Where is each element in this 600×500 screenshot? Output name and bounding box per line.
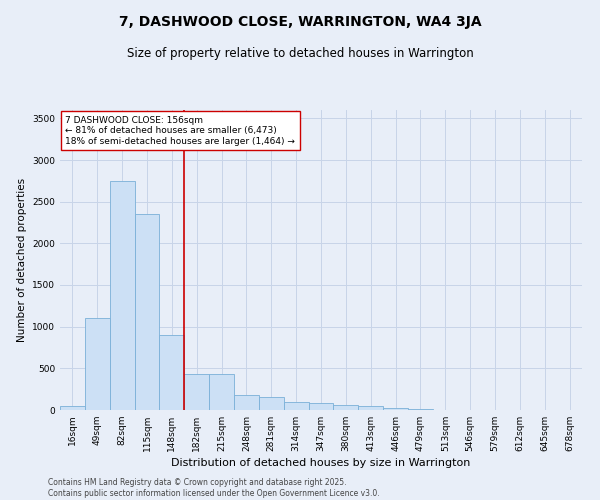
Bar <box>110 181 134 410</box>
Bar <box>234 396 259 410</box>
Text: 7, DASHWOOD CLOSE, WARRINGTON, WA4 3JA: 7, DASHWOOD CLOSE, WARRINGTON, WA4 3JA <box>119 15 481 29</box>
Bar <box>383 408 408 410</box>
Bar <box>334 406 358 410</box>
Bar <box>284 402 308 410</box>
Bar <box>209 374 234 410</box>
Bar <box>308 402 334 410</box>
Bar <box>160 335 184 410</box>
Bar <box>358 406 383 410</box>
Bar <box>408 409 433 410</box>
Y-axis label: Number of detached properties: Number of detached properties <box>17 178 26 342</box>
Text: 7 DASHWOOD CLOSE: 156sqm
← 81% of detached houses are smaller (6,473)
18% of sem: 7 DASHWOOD CLOSE: 156sqm ← 81% of detach… <box>65 116 295 146</box>
Text: Contains HM Land Registry data © Crown copyright and database right 2025.
Contai: Contains HM Land Registry data © Crown c… <box>48 478 380 498</box>
Bar <box>134 214 160 410</box>
Bar <box>60 406 85 410</box>
Text: Size of property relative to detached houses in Warrington: Size of property relative to detached ho… <box>127 48 473 60</box>
Bar <box>259 397 284 410</box>
X-axis label: Distribution of detached houses by size in Warrington: Distribution of detached houses by size … <box>172 458 470 468</box>
Bar <box>85 318 110 410</box>
Bar <box>184 374 209 410</box>
